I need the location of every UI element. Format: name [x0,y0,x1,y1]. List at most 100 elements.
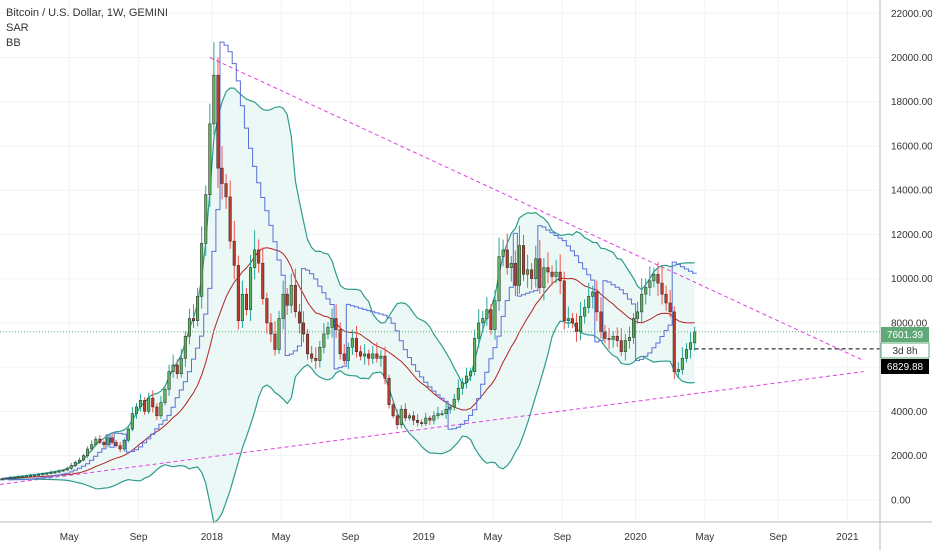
candle-body [526,269,530,275]
candle-body [693,331,697,344]
x-tick-label: May [484,532,503,543]
candle-body [550,271,554,277]
candle-body [672,311,676,372]
candle-body [676,369,680,372]
candle-body [664,293,668,304]
x-tick-label: Sep [769,532,787,543]
bb-fill [2,88,695,523]
candle-body [90,444,94,450]
candle-body [29,475,33,477]
candle-body [314,358,318,361]
candle-body [440,413,444,415]
bb-area [2,88,695,523]
candle-body [570,318,574,324]
candles [0,42,697,480]
candle-body [0,478,4,480]
y-tick-label: 8000.00 [891,318,928,329]
candle-body [640,293,644,313]
candle-body [130,413,134,430]
candle-body [562,280,566,321]
candle-body [204,194,208,244]
candle-body [627,337,631,341]
candle-body [98,438,102,443]
candle-body [94,438,98,445]
x-tick-label: 2021 [836,532,859,543]
candle-body [509,262,513,268]
candle-body [367,353,371,359]
candle-body [244,293,248,310]
candle-body [412,415,416,421]
candle-body [4,477,8,480]
marker-price-label: 6829.88 [887,362,924,373]
countdown-label: 3d 8h [892,346,917,357]
candle-body [330,318,334,328]
candle-body [407,415,411,419]
candle-body [497,256,501,302]
candle-body [159,402,163,417]
candle-body [179,358,183,375]
y-tick-label: 4000.00 [891,407,928,418]
bb-upper-line [1,87,695,480]
x-tick-label: Sep [553,532,571,543]
candle-body [493,300,497,330]
indicator-sar[interactable]: SAR [6,22,29,34]
candle-body [383,355,387,379]
candle-body [228,196,232,242]
candle-body [249,267,253,310]
candle-body [623,340,627,352]
candle-body [636,311,640,319]
candle-body [558,271,562,282]
candle-body [200,243,204,297]
bb-basis-line [1,247,695,480]
candle-body [387,377,391,405]
candle-body [464,375,468,383]
candle-body [473,338,477,372]
candle-body [420,422,424,424]
candle-body [648,280,652,288]
candle-body [281,293,285,319]
candle-body [611,335,615,340]
candle-body [318,347,322,361]
candle-body [196,296,200,321]
candle-body [534,258,538,279]
candle-body [155,406,159,417]
candle-body [192,318,196,321]
candle-body [208,123,212,195]
candle-body [175,364,179,375]
marker-price-badge [881,359,929,374]
chart-title[interactable]: Bitcoin / U.S. Dollar, 1W, GEMINI [6,7,168,19]
candle-body [102,442,106,445]
y-tick-label: 12000.00 [891,230,932,241]
candle-body [139,400,143,408]
candle-body [371,353,375,359]
candle-body [37,474,41,476]
candle-body [363,353,367,357]
countdown-badge [880,342,930,359]
candle-body [607,338,611,340]
x-tick-label: Sep [341,532,359,543]
candle-body [424,417,428,424]
candle-body [354,338,358,352]
candle-body [684,349,688,359]
candle-body [310,353,314,359]
candle-body [212,74,216,125]
candle-body [485,309,489,319]
candle-body [302,322,306,335]
x-tick-label: 2018 [201,532,224,543]
y-axis: 22000.00 20000.00 18000.00 16000.00 14000.00… [891,9,932,507]
indicator-bb[interactable]: BB [6,37,21,49]
candle-body [45,473,49,475]
candle-body [236,265,240,321]
candle-body [689,342,693,350]
candle-body [61,469,65,472]
candle-body [261,262,265,299]
x-tick-label: May [272,532,291,543]
y-tick-label: 10000.00 [891,274,932,285]
candle-body [187,318,191,337]
candle-body [346,347,350,361]
candle-body [143,400,147,412]
candle-body [460,382,464,389]
candle-body [599,311,603,333]
candle-body [163,389,167,403]
